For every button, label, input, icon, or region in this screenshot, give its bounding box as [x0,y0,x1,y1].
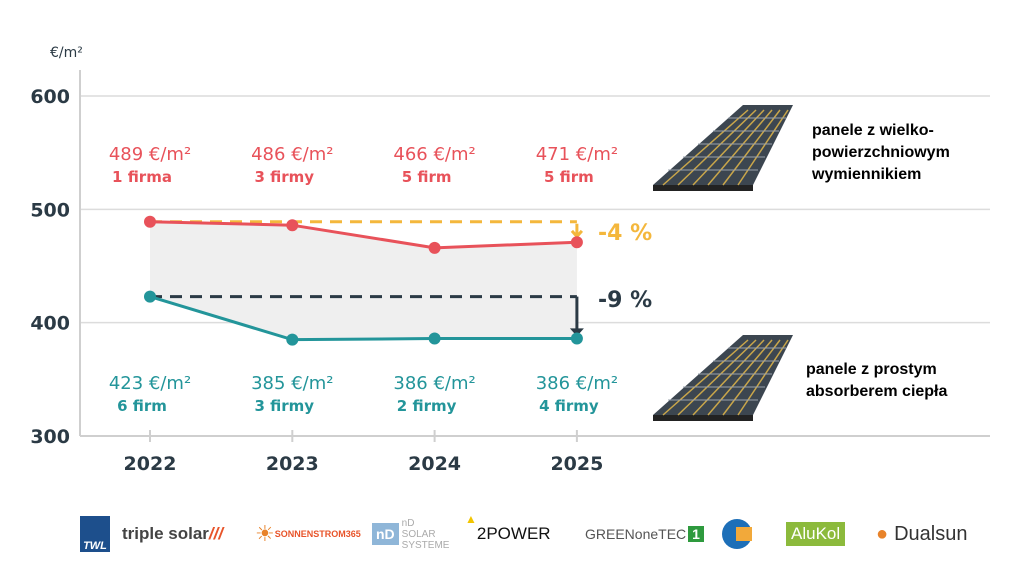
data-point [286,333,299,346]
x-tick-label: 2022 [124,453,177,475]
y-axis-label: €/m² [50,45,83,61]
series-line [149,220,577,250]
logo-dualsun: ● Dualsun [876,522,968,545]
data-label: 423 €/m² [109,373,191,394]
panel-simple-absorber-illustration [653,335,793,421]
y-tick-label: 600 [30,86,70,108]
logo-twl: TWL [80,512,110,556]
data-sublabel: 4 firmy [539,397,599,415]
data-point [570,236,583,249]
data-label: 489 €/m² [109,144,191,165]
data-point [428,241,441,254]
legend-top: panele z wielko- powierzchniowym wymienn… [812,120,950,186]
data-label: 385 €/m² [251,373,333,394]
legend-top-line: wymiennikiem [812,166,922,183]
legend-bottom: panele z prostym absorberem ciepła [806,359,947,403]
x-tick-label: 2023 [266,453,319,475]
logo-greenonetec: GREENoneTEC 1 [585,512,704,556]
data-sublabel: 1 firma [112,168,172,186]
data-point [144,290,156,303]
data-sublabel: 3 firmy [255,397,315,415]
legend-bottom-line: absorberem ciepła [806,383,948,400]
arrow-down-icon [569,328,584,337]
data-sublabel: 5 firm [402,168,452,186]
annotation-bottom: -9 % [598,288,652,313]
data-point [570,332,583,345]
legend-top-line: panele z wielko- [812,122,934,139]
data-sublabel: 6 firm [117,397,167,415]
x-tick-label: 2024 [408,453,461,475]
data-point [428,332,441,345]
data-label: 386 €/m² [536,373,618,394]
data-sublabel: 3 firmy [255,168,315,186]
data-label: 466 €/m² [393,144,475,165]
logo-strip: TWL triple solar/// ☀ SONNENSTROM365 nD nD… [0,512,1024,562]
line-chart: 300 400 500 600 €/m² 2022 2023 2024 2025 -4 % -9 %… [30,45,990,475]
logo-2power: ▲ 2POWER [465,512,551,543]
series-line [149,295,577,342]
data-label: 471 €/m² [536,144,618,165]
data-label: 386 €/m² [393,373,475,394]
logo-consolar [722,512,752,556]
data-label: 486 €/m² [251,144,333,165]
annotation-top: -4 % [598,221,652,246]
logo-sonnenstrom365: ☀ SONNENSTROM365 [255,521,361,546]
data-point [286,219,299,232]
logo-nd-solar: nD nD SOLAR SYSTEME [372,512,449,556]
legend-bottom-line: panele z prostym [806,361,937,378]
logo-alukol: AluKol [786,512,846,556]
data-point [144,215,156,228]
y-tick-label: 500 [30,199,70,221]
y-tick-label: 400 [30,313,70,335]
logo-triple-solar: triple solar/// [122,524,224,543]
range-fill [150,221,577,340]
legend-top-line: powierzchniowym [812,144,950,161]
y-tick-label: 300 [30,426,70,448]
data-sublabel: 2 firmy [397,397,457,415]
arrow-down-icon [570,223,584,239]
x-tick-label: 2025 [550,453,603,475]
panel-large-exchanger-illustration [653,105,793,191]
data-sublabel: 5 firm [544,168,594,186]
